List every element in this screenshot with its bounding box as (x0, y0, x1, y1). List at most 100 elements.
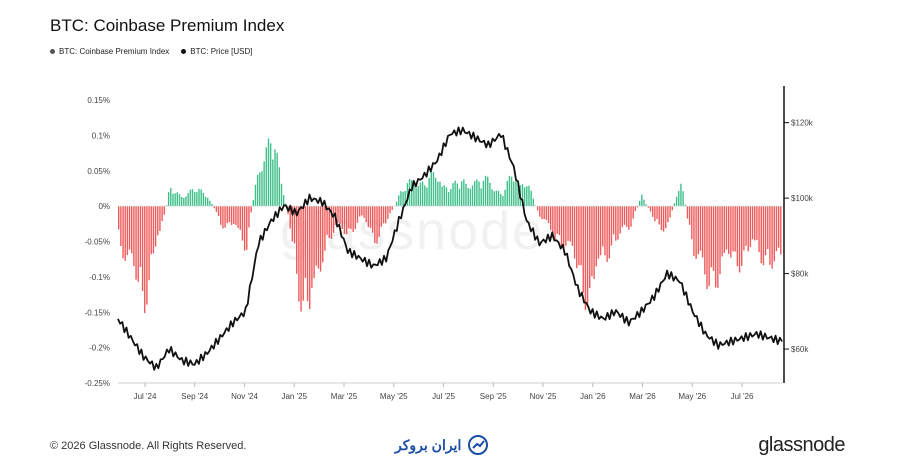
premium-bar (282, 195, 285, 207)
premium-bar (269, 143, 272, 207)
premium-bar (504, 189, 506, 207)
premium-bar (506, 181, 508, 207)
premium-bar (378, 206, 380, 237)
y-right-tick-label: $100k (791, 194, 814, 203)
legend-label-premium: BTC: Coinbase Premium Index (59, 47, 170, 56)
premium-bar (484, 175, 487, 207)
premium-bar (714, 206, 717, 288)
premium-bar (352, 206, 354, 232)
premium-bar (222, 206, 224, 229)
premium-bar (684, 204, 686, 207)
x-tick-label: Jul '25 (432, 392, 455, 401)
premium-bar (324, 206, 326, 251)
premium-bar (491, 189, 493, 207)
premium-bar (426, 187, 428, 207)
premium-bar (204, 196, 207, 207)
premium-bar (654, 206, 656, 222)
premium-bar (124, 206, 126, 261)
premium-bar (374, 206, 376, 244)
premium-bar (387, 206, 389, 219)
premium-bar (515, 179, 517, 207)
premium-bar (215, 206, 218, 213)
legend-item-price[interactable]: BTC: Price [USD] (181, 47, 253, 56)
premium-bar (170, 187, 172, 207)
premium-bar (623, 206, 626, 225)
premium-bar (348, 206, 350, 229)
premium-bar (523, 187, 526, 207)
premium-bar (172, 193, 174, 207)
premium-bar (730, 206, 732, 258)
premium-bar (413, 185, 415, 207)
y-left-tick-label: -0.25% (85, 379, 110, 388)
premium-bar (369, 206, 372, 228)
premium-bar (298, 206, 300, 302)
premium-bar (680, 183, 682, 207)
premium-bar (263, 161, 265, 207)
premium-bar (521, 184, 524, 207)
premium-bar (224, 206, 226, 228)
x-tick-label: Jul '24 (134, 392, 157, 401)
premium-bar (337, 206, 339, 223)
premium-bar (662, 206, 665, 232)
premium-bar (760, 206, 762, 264)
premium-bar (767, 206, 769, 249)
premium-bar (437, 181, 439, 207)
premium-bar (460, 181, 463, 207)
premium-bar (128, 206, 131, 250)
premium-bar (591, 206, 593, 277)
premium-bar (302, 206, 304, 301)
premium-bar (762, 206, 765, 266)
y-right-tick-label: $60k (791, 345, 809, 354)
premium-bar (678, 190, 680, 207)
premium-bar (154, 206, 157, 247)
premium-bar (339, 206, 341, 225)
premium-bar (536, 206, 539, 211)
premium-bar (417, 186, 419, 207)
premium-bar (447, 192, 450, 207)
premium-bar (361, 206, 363, 216)
premium-bar (712, 206, 715, 271)
premium-bar (526, 186, 528, 207)
premium-bar (552, 206, 554, 238)
premium-bar (246, 206, 248, 250)
partner-logo-text: ایران بروکر (395, 436, 462, 453)
premium-bar (189, 189, 192, 207)
y-left-tick-label: -0.15% (85, 308, 110, 317)
premium-bar (699, 206, 702, 251)
premium-bar (345, 206, 348, 235)
premium-bar (638, 200, 641, 207)
premium-bar (243, 206, 246, 251)
premium-bar (686, 206, 689, 219)
premium-bar (558, 206, 561, 236)
x-tick-label: Mar '25 (331, 392, 358, 401)
premium-bar (261, 171, 263, 207)
premium-bar (667, 206, 669, 223)
premium-bar (272, 159, 274, 207)
y-right-tick-label: $120k (791, 119, 814, 128)
premium-bar (469, 188, 472, 207)
y-left-tick-label: -0.2% (89, 344, 110, 353)
premium-bar (150, 206, 152, 255)
premium-bar (571, 206, 574, 246)
premium-bar (276, 152, 278, 207)
premium-bar (296, 206, 298, 274)
premium-bar (178, 194, 181, 207)
premium-bar (628, 206, 630, 230)
premium-bar (721, 206, 723, 257)
premium-bar (328, 206, 330, 238)
premium-bar (727, 206, 730, 254)
premium-bar (131, 206, 133, 254)
premium-bar (371, 206, 374, 233)
premium-bar (513, 181, 515, 207)
premium-bar (167, 192, 170, 207)
premium-bar (569, 206, 571, 242)
premium-bar (120, 206, 122, 246)
premium-bar (612, 206, 615, 235)
premium-bar (421, 181, 424, 207)
premium-bar (139, 206, 142, 267)
legend-item-premium[interactable]: BTC: Coinbase Premium Index (50, 47, 169, 56)
premium-bar (174, 193, 176, 207)
premium-bar (780, 206, 782, 255)
y-left-tick-label: 0.15% (87, 96, 110, 105)
x-tick-label: May '25 (380, 392, 408, 401)
